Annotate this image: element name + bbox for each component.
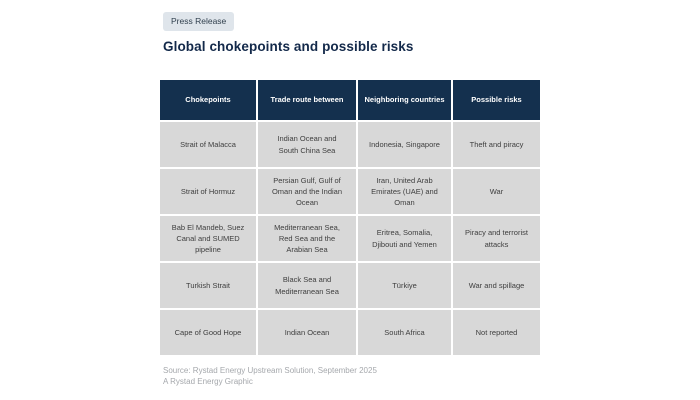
column-header-possible-risks: Possible risks: [453, 80, 540, 120]
column-header-trade-route: Trade route between: [258, 80, 356, 120]
table-cell-trade-route: Persian Gulf, Gulf of Oman and the India…: [258, 169, 356, 214]
table-cell-trade-route: Mediterranean Sea, Red Sea and the Arabi…: [258, 216, 356, 261]
table-cell-countries: South Africa: [358, 310, 451, 355]
column-header-neighboring-countries: Neighboring countries: [358, 80, 451, 120]
table-cell-risks: Theft and piracy: [453, 122, 540, 167]
table-cell-risks: Not reported: [453, 310, 540, 355]
table-cell-risks: War and spillage: [453, 263, 540, 308]
table-cell-trade-route: Indian Ocean: [258, 310, 356, 355]
chokepoints-table: Chokepoints Trade route between Neighbor…: [160, 80, 540, 355]
table-cell-trade-route: Black Sea and Mediterranean Sea: [258, 263, 356, 308]
source-line: Source: Rystad Energy Upstream Solution,…: [163, 366, 377, 375]
table-cell-countries: Türkiye: [358, 263, 451, 308]
page-title: Global chokepoints and possible risks: [163, 39, 414, 54]
table-cell-countries: Iran, United Arab Emirates (UAE) and Oma…: [358, 169, 451, 214]
table-cell-countries: Indonesia, Singapore: [358, 122, 451, 167]
table-cell-chokepoint: Turkish Strait: [160, 263, 256, 308]
source-note: Source: Rystad Energy Upstream Solution,…: [163, 366, 377, 388]
table-cell-risks: Piracy and terrorist attacks: [453, 216, 540, 261]
press-release-badge: Press Release: [163, 12, 235, 31]
credit-line: A Rystad Energy Graphic: [163, 376, 253, 386]
table-cell-chokepoint: Cape of Good Hope: [160, 310, 256, 355]
table-cell-chokepoint: Strait of Hormuz: [160, 169, 256, 214]
table-cell-chokepoint: Bab El Mandeb, Suez Canal and SUMED pipe…: [160, 216, 256, 261]
table-cell-chokepoint: Strait of Malacca: [160, 122, 256, 167]
table-cell-countries: Eritrea, Somalia, Djibouti and Yemen: [358, 216, 451, 261]
table-cell-trade-route: Indian Ocean and South China Sea: [258, 122, 356, 167]
table-cell-risks: War: [453, 169, 540, 214]
column-header-chokepoints: Chokepoints: [160, 80, 256, 120]
